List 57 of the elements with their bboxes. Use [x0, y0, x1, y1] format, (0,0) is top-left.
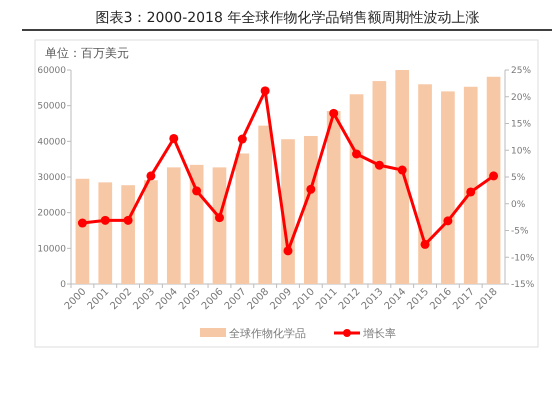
y2-tick-label: 15% — [511, 120, 532, 130]
point — [466, 187, 476, 196]
bar — [76, 178, 90, 284]
y2-tick-label: 20% — [511, 92, 532, 103]
point — [284, 246, 292, 256]
y2-tick-label: 25% — [511, 66, 532, 76]
point — [374, 160, 384, 170]
y-tick-label: 10000 — [37, 244, 66, 254]
bar — [212, 167, 226, 284]
bar — [144, 180, 158, 284]
point — [306, 184, 316, 194]
point — [169, 134, 178, 143]
bar — [395, 70, 410, 284]
y-tick-label: 0 — [60, 280, 66, 290]
point — [78, 218, 87, 228]
y-tick-label: 50000 — [37, 102, 66, 112]
point — [329, 108, 338, 118]
point — [260, 86, 270, 96]
bar — [304, 136, 318, 284]
point — [398, 166, 407, 175]
bar — [326, 111, 341, 284]
y-tick-label: 20000 — [37, 208, 66, 219]
point — [443, 216, 452, 226]
legend-label: 全球作物化学品 — [229, 327, 306, 340]
point — [192, 186, 202, 196]
point — [124, 216, 133, 225]
legend-label: 增长率 — [362, 327, 396, 340]
chart-title: 图表3：2000-2018 年全球作物化学品销售额周期性波动上涨 — [96, 10, 480, 26]
bar — [372, 81, 386, 284]
point — [489, 171, 498, 180]
y2-tick-label: 10% — [511, 146, 532, 156]
y-axis-title: 单位：百万美元 — [45, 46, 129, 60]
bar — [418, 84, 432, 284]
y-tick-label: 60000 — [37, 66, 66, 76]
bar — [464, 86, 478, 284]
y2-tick-label: -10% — [511, 253, 535, 264]
bar — [166, 167, 181, 284]
point — [214, 213, 224, 222]
point — [146, 171, 156, 180]
bar — [441, 91, 455, 284]
bar — [98, 182, 112, 284]
bar — [258, 126, 272, 284]
point — [100, 216, 110, 225]
y2-tick-label: -5% — [511, 226, 529, 236]
point — [352, 149, 362, 158]
y2-tick-label: -15% — [511, 280, 535, 290]
y2-tick-label: 5% — [511, 173, 526, 183]
bar — [190, 164, 204, 284]
y2-tick-label: 0% — [511, 200, 526, 210]
point — [420, 240, 430, 249]
y-tick-label: 30000 — [37, 173, 66, 183]
bar — [121, 185, 135, 284]
bar — [235, 153, 250, 284]
bar — [486, 76, 500, 284]
y-tick-label: 40000 — [37, 137, 66, 148]
point — [238, 134, 247, 144]
bar — [350, 94, 364, 284]
